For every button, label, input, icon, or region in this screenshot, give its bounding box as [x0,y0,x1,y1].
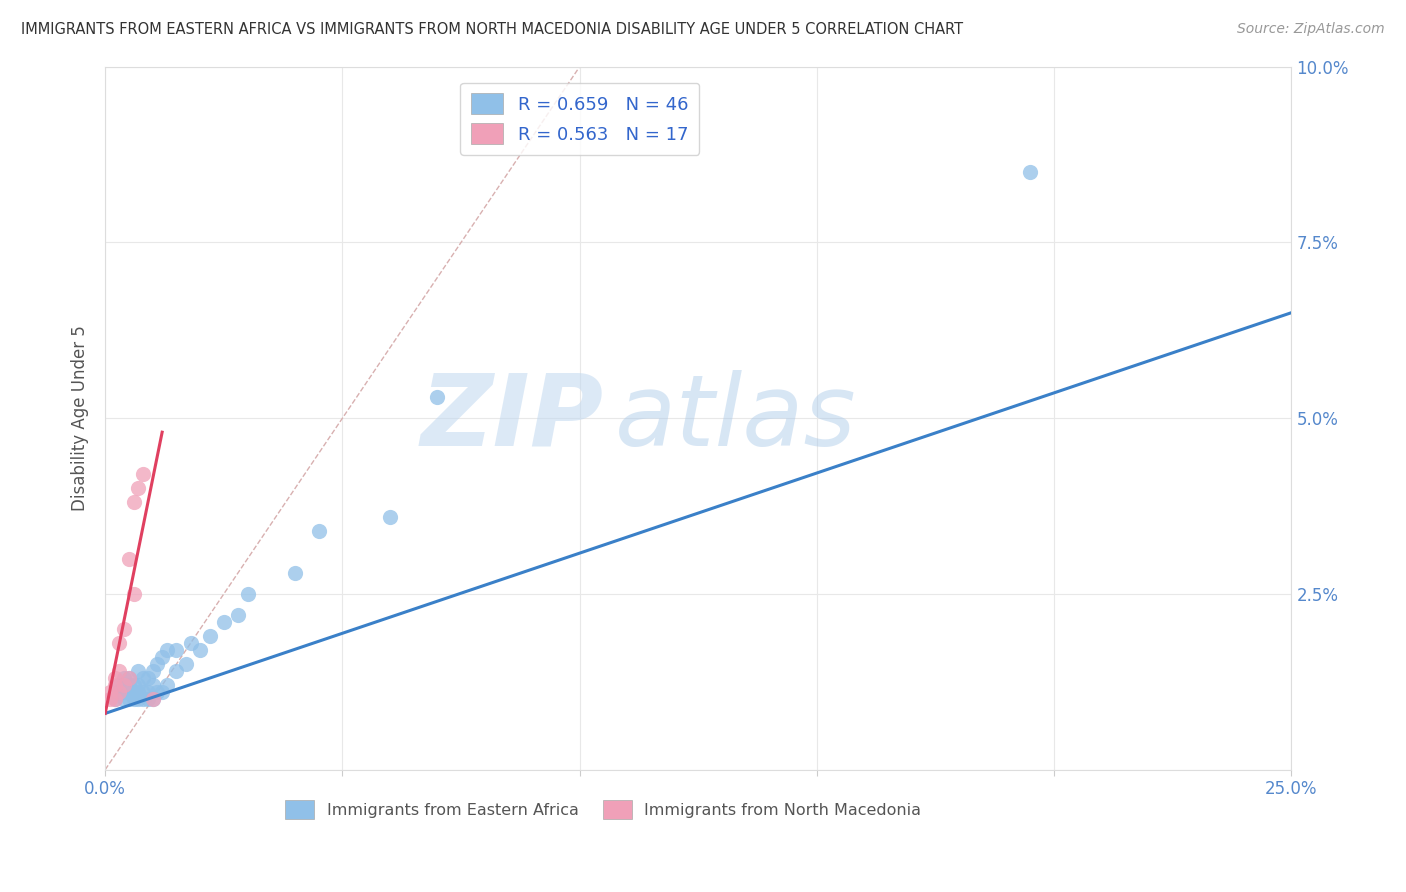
Text: ZIP: ZIP [420,369,603,467]
Point [108,685,131,699]
Point [136,671,159,685]
Point [108,678,131,692]
Point [136,692,159,706]
Text: IMMIGRANTS FROM EASTERN AFRICA VS IMMIGRANTS FROM NORTH MACEDONIA DISABILITY AGE: IMMIGRANTS FROM EASTERN AFRICA VS IMMIGR… [21,22,963,37]
Point [156,643,179,657]
Point [112,692,135,706]
Point [104,692,127,706]
Point [118,692,141,706]
Point [122,692,145,706]
Point [98,685,121,699]
Point [150,685,173,699]
Point [104,671,127,685]
Point [122,678,145,692]
Point [308,524,330,538]
Point [118,685,141,699]
Point [236,587,259,601]
Point [127,685,149,699]
Point [127,664,149,678]
Point [132,692,155,706]
Point [122,685,145,699]
Text: atlas: atlas [616,369,856,467]
Point [118,671,141,685]
Point [118,671,141,685]
Point [142,678,165,692]
Point [104,692,127,706]
Point [188,643,211,657]
Point [108,685,131,699]
Point [136,685,159,699]
Point [156,678,179,692]
Point [132,671,155,685]
Point [212,615,235,629]
Point [127,482,149,496]
Point [378,509,401,524]
Point [112,678,135,692]
Point [426,390,449,404]
Point [112,685,135,699]
Point [127,692,149,706]
Point [180,636,202,650]
Point [198,629,221,643]
Point [122,495,145,509]
Point [142,692,165,706]
Y-axis label: Disability Age Under 5: Disability Age Under 5 [72,326,89,511]
Point [132,685,155,699]
Point [112,671,135,685]
Point [150,650,173,665]
Point [132,467,155,482]
Point [226,607,249,622]
Point [122,587,145,601]
Point [118,551,141,566]
Point [112,622,135,636]
Point [142,692,165,706]
Point [118,678,141,692]
Point [165,643,187,657]
Point [108,664,131,678]
Point [108,636,131,650]
Point [146,685,169,699]
Point [1019,165,1042,179]
Text: Source: ZipAtlas.com: Source: ZipAtlas.com [1237,22,1385,37]
Point [174,657,197,672]
Legend: Immigrants from Eastern Africa, Immigrants from North Macedonia: Immigrants from Eastern Africa, Immigran… [280,794,928,825]
Point [142,664,165,678]
Point [165,664,187,678]
Point [127,678,149,692]
Point [104,678,127,692]
Point [146,657,169,672]
Point [98,692,121,706]
Point [284,566,307,580]
